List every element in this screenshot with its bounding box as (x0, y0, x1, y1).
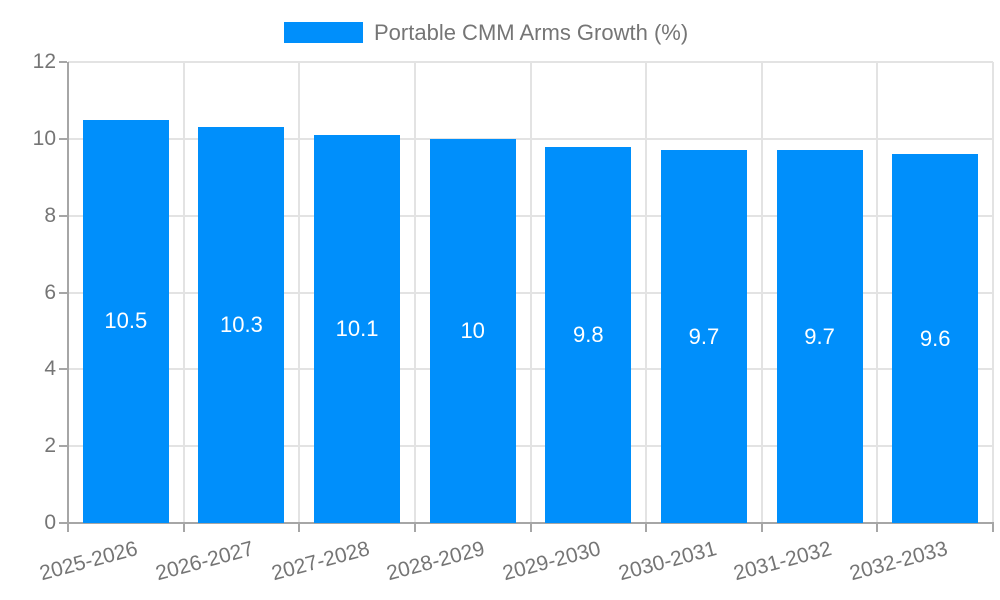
bar[interactable]: 10.1 (314, 134, 401, 523)
bar-value-label: 10 (460, 317, 485, 343)
gridline-vertical (182, 62, 185, 523)
x-axis-tick (645, 524, 648, 532)
y-axis-tick (59, 445, 67, 448)
gridline-vertical (876, 62, 879, 523)
y-axis-tick (59, 137, 67, 140)
y-axis-tick-label: 12 (32, 50, 56, 73)
x-axis-tick-label: 2029-2030 (500, 537, 604, 586)
legend-swatch (284, 22, 363, 43)
y-axis-tick-label: 2 (44, 434, 56, 458)
y-axis-tick (59, 522, 67, 524)
bar[interactable]: 10.5 (82, 119, 169, 523)
bar-value-label: 10.1 (335, 315, 379, 341)
x-axis-tick-label: 2032-2033 (846, 537, 950, 586)
x-axis-tick (992, 524, 994, 532)
bar[interactable]: 9.7 (776, 150, 863, 523)
x-axis-tick-label: 2025-2026 (37, 537, 141, 586)
bar-value-label: 9.6 (919, 325, 951, 351)
x-axis-line (67, 522, 994, 524)
gridline-vertical (645, 62, 648, 523)
x-axis-tick-label: 2028-2029 (384, 537, 488, 586)
gridline-vertical (760, 62, 763, 523)
gridline-vertical (992, 62, 994, 523)
bar[interactable]: 9.7 (660, 150, 747, 523)
bar[interactable]: 10 (429, 138, 516, 523)
bar-value-label: 10.5 (104, 308, 148, 334)
x-axis-tick-label: 2031-2032 (731, 537, 835, 586)
bar[interactable]: 10.3 (198, 127, 285, 523)
bar-value-label: 9.7 (688, 323, 720, 349)
y-axis-tick-label: 10 (32, 126, 56, 150)
y-axis-line (67, 62, 69, 531)
y-axis-tick (59, 368, 67, 371)
x-axis-tick (298, 524, 301, 532)
bar[interactable]: 9.6 (892, 154, 979, 523)
y-axis-tick-label: 8 (44, 203, 56, 227)
bar[interactable]: 9.8 (545, 146, 632, 523)
x-axis-tick-label: 2030-2031 (615, 537, 719, 586)
x-axis-tick-label: 2027-2028 (268, 537, 372, 586)
gridline-vertical (529, 62, 532, 523)
x-axis-tick (529, 524, 532, 532)
x-axis-tick (182, 524, 185, 532)
x-axis-tick (876, 524, 879, 532)
x-axis-tick (413, 524, 416, 532)
y-axis-tick-label: 6 (44, 280, 56, 304)
y-axis-tick-label: 4 (44, 357, 56, 381)
y-axis-tick-label: 0 (44, 511, 56, 534)
gridline-vertical (298, 62, 301, 523)
y-axis-tick (59, 61, 67, 63)
legend-item[interactable]: Portable CMM Arms Growth (%) (284, 20, 688, 45)
x-axis-tick (760, 524, 763, 532)
bar-value-label: 10.3 (220, 312, 263, 338)
x-axis-tick-label: 2026-2027 (153, 537, 257, 586)
y-axis-tick (59, 214, 67, 217)
legend-label: Portable CMM Arms Growth (%) (374, 20, 689, 45)
bar-value-label: 9.8 (573, 321, 604, 347)
y-axis-tick (59, 291, 67, 294)
gridline-vertical (413, 62, 416, 523)
bar-value-label: 9.7 (804, 323, 835, 349)
